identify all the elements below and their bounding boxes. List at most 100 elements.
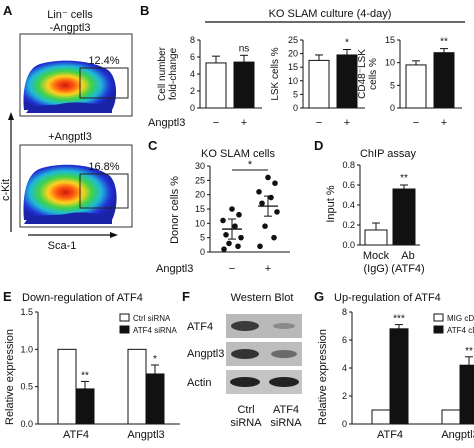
- panel-c-significance: *: [248, 159, 253, 171]
- flow-x-axis-label: Sca-1: [48, 240, 77, 252]
- panel-b-row-label: Angptl3: [148, 117, 185, 129]
- panel-c-point: [274, 209, 280, 215]
- flow-top-title: Lin⁻ cells: [47, 9, 93, 21]
- blot-band-atf4-sirna: [273, 323, 295, 329]
- panel-e-ylabel: Relative expression: [4, 329, 16, 425]
- panel-e-legend-label-white: Ctrl siRNA: [133, 314, 171, 323]
- panel-b-1-tick-label: 2: [190, 86, 195, 96]
- panel-c-point: [229, 206, 235, 212]
- panel-c-cond-plus: +: [265, 263, 271, 275]
- panel-b-1-tick-label: 8: [190, 35, 195, 45]
- panel-f-title: Western Blot: [231, 292, 294, 304]
- panel-c-tick-label: 5: [200, 233, 205, 243]
- panel-g-tick-label: 6: [342, 335, 347, 345]
- panel-g-chart: 0 2 4 6 8 *** ATF4 ** Angptl3 MIG cDNA ATF4 cDNA: [342, 307, 474, 441]
- panel-c-row-label: Angptl3: [156, 263, 193, 275]
- panel-b-2-significance: *: [345, 38, 349, 49]
- blot-band-angptl3-sirna: [271, 350, 297, 358]
- blot-band-angptl3-ctrl: [231, 349, 259, 359]
- panel-b-1-cond-minus: −: [213, 117, 219, 129]
- panel-b-1-ylabel-line1: Cell number: [157, 46, 168, 101]
- panel-d-tick-label: 0.2: [342, 220, 355, 230]
- panel-letter-e: E: [3, 289, 12, 304]
- panel-c-point: [238, 234, 244, 241]
- blot-col-label-2a: ATF4: [273, 404, 299, 416]
- panel-b-3-tick-label: 0: [390, 103, 395, 113]
- panel-e-legend-label-black: ATF4 siRNA: [133, 326, 178, 335]
- panel-g-significance: ***: [393, 314, 405, 325]
- flow-plot-top: 12.4%: [19, 33, 133, 117]
- panel-c-point: [223, 232, 229, 238]
- panel-c-tick-label: 15: [195, 204, 205, 214]
- panel-c-chart: 0 5 10 15 20 25 30 * − +: [195, 159, 290, 275]
- panel-b-3-bar: [405, 64, 427, 109]
- panel-d-cat2-line1: Ab: [401, 250, 414, 262]
- panel-g-bar: [371, 409, 391, 425]
- blot-band-actin-ctrl: [230, 377, 260, 387]
- flow-bottom-title: +Angptl3: [48, 131, 92, 143]
- ckit-arrowhead: [8, 112, 14, 120]
- panel-e-bar: [127, 348, 147, 425]
- panel-letter-c: C: [148, 138, 158, 153]
- panel-d-tick-label: 0.6: [342, 180, 355, 190]
- flow-plot-bottom: 16.8%: [19, 144, 133, 228]
- blot-band-actin-sirna: [269, 377, 299, 387]
- panel-g-category-label: Angptl3: [441, 429, 474, 441]
- panel-b-1-bar: [205, 62, 227, 109]
- panel-b-3-ylabel-line1: CD48⁻LSK: [357, 49, 368, 99]
- panel-c-point: [221, 246, 227, 252]
- panel-c-point: [236, 211, 242, 218]
- blot-col-label-1a: Ctrl: [237, 404, 254, 416]
- panel-letter-b: B: [140, 3, 149, 18]
- panel-e-legend-swatch-black: [119, 325, 130, 334]
- panel-e-category-label: Angptl3: [127, 429, 164, 441]
- blot-col-label-1b: siRNA: [230, 417, 262, 429]
- panel-d-significance: **: [400, 173, 408, 184]
- panel-c-ylabel: Donor cells %: [169, 176, 181, 244]
- panel-d-cat2-line2: (ATF4): [391, 263, 424, 275]
- panel-e-tick-label: 1.0: [20, 344, 33, 354]
- panel-b-charts: 0 2 4 6 8 Cell number fold-change ns − +0 5 10 15 20 2…: [157, 35, 462, 129]
- panel-b-header: KO SLAM culture (4-day): [269, 8, 392, 20]
- panel-e-significance: *: [153, 354, 157, 365]
- panel-b-1-significance: ns: [239, 43, 250, 54]
- panel-b-3-bar: [433, 52, 455, 109]
- panel-e-title: Down-regulation of ATF4: [22, 292, 143, 304]
- panel-b-3-tick-label: 5: [390, 80, 395, 90]
- panel-letter-d: D: [314, 138, 323, 153]
- panel-c-point: [220, 217, 226, 224]
- panel-e-significance: **: [81, 370, 89, 381]
- panel-g-tick-label: 0: [342, 419, 347, 429]
- panel-d-bar: [392, 188, 416, 246]
- panel-e-bar: [57, 348, 77, 425]
- panel-g-bar: [389, 328, 409, 425]
- blot-row-label-atf4: ATF4: [187, 321, 213, 333]
- panel-c-point: [232, 223, 238, 229]
- panel-e-tick-label: 0.0: [20, 419, 33, 429]
- panel-c-tick-label: 20: [195, 190, 205, 200]
- panel-c-point: [265, 174, 271, 181]
- panel-c-tick-label: 10: [195, 218, 205, 228]
- panel-b-2-tick-label: 0: [293, 103, 298, 113]
- blot-col-label-2b: siRNA: [270, 417, 302, 429]
- panel-letter-g: G: [314, 289, 324, 304]
- panel-g-significance: **: [465, 346, 473, 357]
- panel-letter-a: A: [3, 3, 13, 18]
- panel-g-legend-swatch-black: [433, 325, 444, 334]
- panel-c-point: [268, 194, 274, 201]
- panel-b-2-tick-label: 5: [293, 89, 298, 99]
- panel-b-3-tick-label: 10: [385, 58, 395, 68]
- panel-e-tick-label: 1.5: [20, 307, 33, 317]
- panel-g-legend-swatch-white: [433, 313, 444, 322]
- panel-b-3-tick-label: 15: [385, 35, 395, 45]
- panel-c-tick-label: 0: [200, 247, 205, 257]
- panel-g-tick-label: 4: [342, 363, 347, 373]
- panel-b-2-tick-label: 20: [288, 49, 298, 59]
- panel-b-2-bar: [336, 54, 358, 109]
- sca1-arrowhead: [110, 232, 118, 238]
- panel-b-1-tick-label: 6: [190, 52, 195, 62]
- panel-d-title: ChIP assay: [360, 148, 417, 160]
- panel-b-3-cond-minus: −: [413, 117, 419, 129]
- panel-g-category-label: ATF4: [377, 429, 403, 441]
- blot-row-label-angptl3: Angptl3: [187, 348, 224, 360]
